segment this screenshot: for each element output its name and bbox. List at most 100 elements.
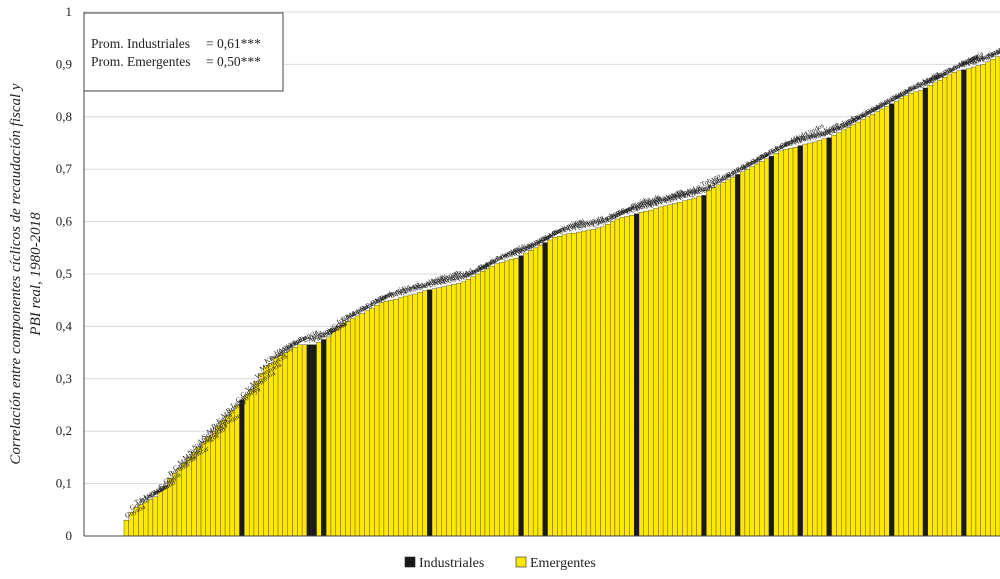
y-tick-label: 1 [66,4,73,19]
legend: Industriales Emergentes [404,556,596,571]
bar-emergentes [316,341,322,537]
bar-emergentes [590,229,596,537]
bar-emergentes [898,98,904,537]
y-tick-label: 0,1 [56,476,72,491]
bar-emergentes [619,217,625,537]
bar-emergentes [528,250,534,537]
bar-emergentes [725,179,731,537]
bar-emergentes [513,258,519,537]
bar-emergentes [537,245,543,537]
bar-emergentes [629,215,635,537]
legend-label-emergentes: Emergentes [530,556,596,571]
bar-emergentes [816,140,823,537]
bar-emergentes [330,331,337,537]
bar-emergentes [918,90,924,537]
annotation-emergentes-label: Prom. Emergentes [91,54,190,69]
bar-emergentes [614,218,620,537]
bar-emergentes [648,209,654,537]
bar-emergentes [576,231,582,537]
bar-emergentes [874,111,880,537]
bar-emergentes [152,496,158,537]
bar-emergentes [812,141,818,537]
bar-emergentes [508,259,515,537]
bar-emergentes [946,74,953,537]
bar-emergentes [475,273,481,537]
bar-emergentes [831,134,837,537]
bar-emergentes [258,373,264,537]
bar-emergentes [412,293,418,537]
bar-industriales [768,155,775,537]
bar-emergentes [995,56,1000,537]
bar-emergentes [282,352,288,537]
bar-industriales [427,289,433,537]
bar-emergentes [494,263,500,537]
bar-emergentes [571,232,577,537]
bar-emergentes [778,150,784,537]
bar-emergentes [407,294,414,537]
bar-emergentes [460,281,466,537]
bar-emergentes [162,486,168,537]
bar-emergentes [609,221,616,537]
bar-emergentes [451,284,457,537]
bar-emergentes [677,202,683,537]
annotation-box: Prom. Industriales = 0,61*** Prom. Emerg… [83,12,284,92]
bar-emergentes [937,79,943,537]
bar-emergentes [446,285,452,537]
legend-swatch-emergentes [515,556,527,568]
y-axis-title-line2: PBI real, 1980-2018 [28,212,44,337]
bar-emergentes [470,276,476,537]
bar-emergentes [248,389,255,537]
bar-emergentes [638,211,645,537]
bar-emergentes [956,70,962,537]
bar-emergentes [325,336,332,537]
bar-emergentes [850,124,856,537]
bar-emergentes [802,143,808,537]
bar-emergentes [499,262,505,537]
bar-emergentes [913,91,919,537]
bar-industriales [239,399,245,537]
bar-emergentes [927,85,933,537]
bar-emergentes [744,169,750,537]
bar-emergentes [763,158,770,537]
bar-emergentes [431,288,438,537]
y-tick-label: 0,3 [56,371,72,386]
bar-emergentes [840,129,847,537]
bar-emergentes [147,499,154,537]
bar-emergentes [739,171,746,537]
bar-industriales [518,255,524,537]
bar-emergentes [865,116,871,537]
bar-industriales [542,242,548,537]
bar-emergentes [220,420,226,537]
bar-industriales [826,137,832,537]
bar-emergentes [181,462,187,537]
bar-emergentes [855,121,861,537]
bar-emergentes [557,236,563,537]
bar-emergentes [378,302,385,537]
bar-emergentes [860,119,866,537]
bar-emergentes [821,138,827,537]
bar-emergentes [417,292,423,537]
bar-emergentes [715,184,722,537]
bar-emergentes [942,77,948,537]
bar-industriales [797,145,803,537]
bar-industriales [321,339,327,537]
bar-emergentes [585,229,592,537]
bars [123,56,1000,537]
bar-emergentes [402,295,409,537]
bar-emergentes [605,224,611,537]
bar-emergentes [759,161,765,537]
bar-emergentes [244,394,250,537]
bar-emergentes [970,66,977,537]
bar-emergentes [224,415,231,537]
bar-emergentes [364,310,370,537]
category-label: Malta [995,41,1000,56]
bar-emergentes [720,182,726,537]
bar-emergentes [350,318,356,537]
bar-emergentes [292,347,298,537]
bar-emergentes [662,205,669,537]
bar-industriales [311,344,317,537]
bar-emergentes [354,315,361,537]
axes [83,12,1000,537]
bar-emergentes [893,100,900,537]
